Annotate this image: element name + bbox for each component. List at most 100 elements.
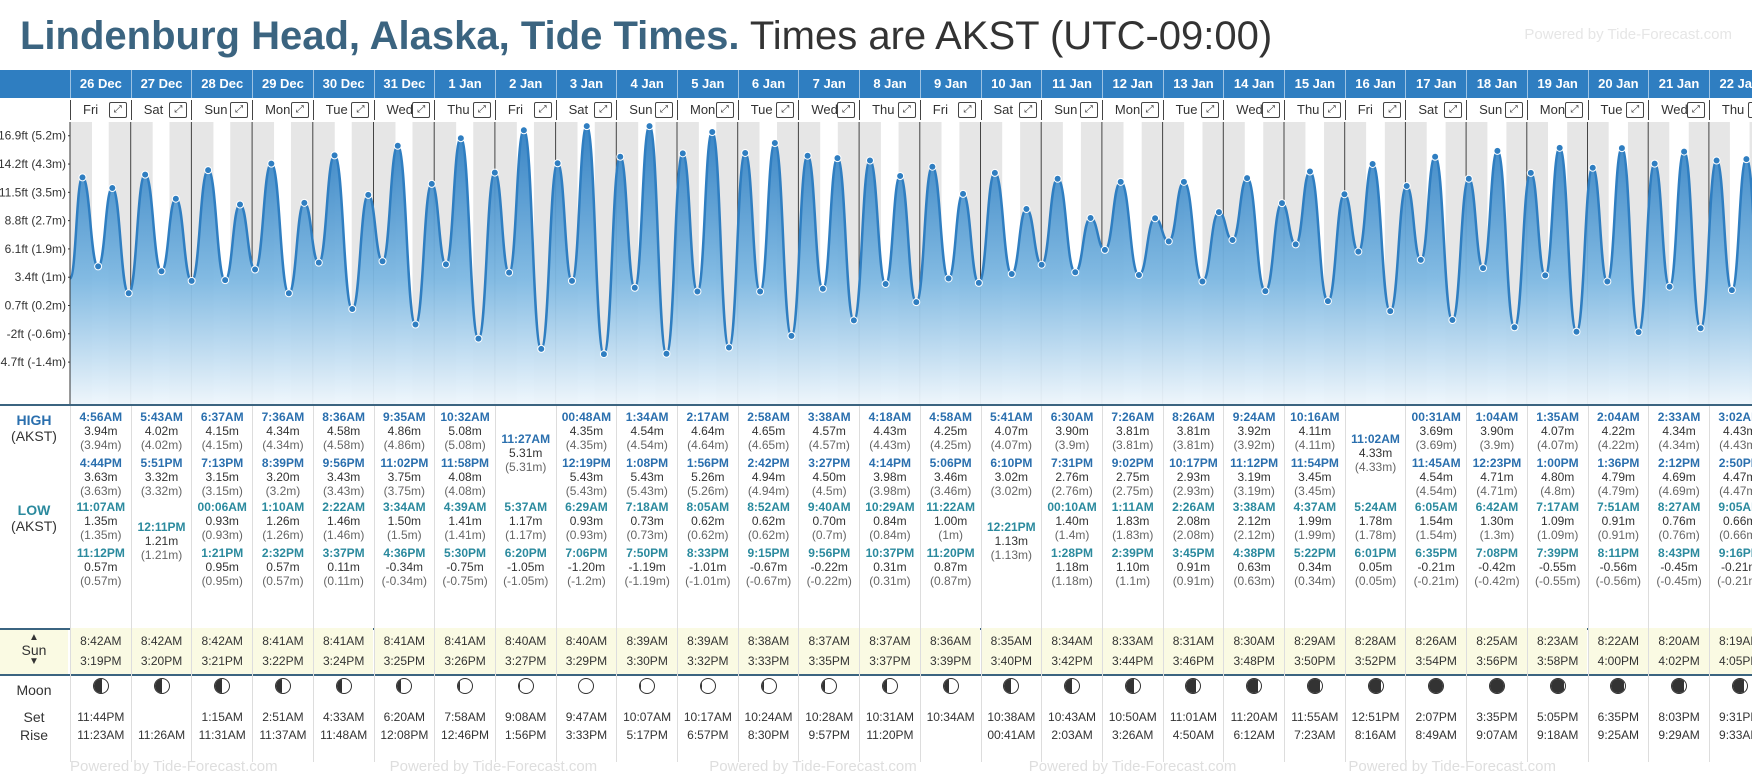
expand-icon[interactable]: ⤢	[108, 102, 127, 118]
tide-point[interactable]	[537, 344, 546, 353]
weekday-cell[interactable]: Tue ⤢	[737, 100, 799, 120]
weekday-cell[interactable]: Mon ⤢	[1101, 100, 1163, 120]
tide-point[interactable]	[818, 284, 827, 293]
tide-point[interactable]	[1100, 245, 1109, 254]
tide-point[interactable]	[204, 166, 213, 175]
expand-icon[interactable]: ⤢	[1504, 102, 1523, 118]
expand-icon[interactable]: ⤢	[351, 102, 370, 118]
expand-icon[interactable]: ⤢	[837, 102, 856, 118]
tide-point[interactable]	[1680, 147, 1689, 156]
tide-point[interactable]	[1712, 156, 1721, 165]
tide-point[interactable]	[267, 159, 276, 168]
expand-icon[interactable]: ⤢	[1261, 102, 1280, 118]
tide-point[interactable]	[959, 189, 968, 198]
tide-point[interactable]	[1007, 269, 1016, 278]
tide-point[interactable]	[567, 276, 576, 285]
tide-point[interactable]	[678, 149, 687, 158]
tide-point[interactable]	[833, 154, 842, 163]
weekday-cell[interactable]: Sat ⤢	[555, 100, 617, 120]
tide-point[interactable]	[1634, 328, 1643, 337]
tide-point[interactable]	[1198, 277, 1207, 286]
weekday-cell[interactable]: Wed ⤢	[798, 100, 859, 120]
expand-icon[interactable]: ⤢	[412, 102, 431, 118]
tide-point[interactable]	[630, 283, 639, 292]
tide-point[interactable]	[393, 141, 402, 150]
tide-point[interactable]	[944, 274, 953, 283]
expand-icon[interactable]: ⤢	[169, 102, 188, 118]
expand-icon[interactable]: ⤢	[1747, 102, 1752, 118]
weekday-cell[interactable]: Sat ⤢	[980, 100, 1042, 120]
tide-point[interactable]	[1243, 174, 1252, 183]
tide-point[interactable]	[787, 331, 796, 340]
expand-icon[interactable]: ⤢	[1565, 102, 1584, 118]
tide-point[interactable]	[803, 151, 812, 160]
tide-point[interactable]	[1665, 282, 1674, 291]
weekday-cell[interactable]: Fri ⤢	[70, 100, 131, 120]
tide-point[interactable]	[1696, 324, 1705, 333]
tide-point[interactable]	[741, 148, 750, 157]
tide-point[interactable]	[1277, 199, 1286, 208]
tide-point[interactable]	[662, 349, 671, 358]
tide-point[interactable]	[1603, 277, 1612, 286]
tide-point[interactable]	[693, 287, 702, 296]
tide-point[interactable]	[411, 320, 420, 329]
tide-point[interactable]	[1479, 264, 1488, 273]
tide-point[interactable]	[505, 268, 514, 277]
expand-icon[interactable]: ⤢	[1322, 102, 1341, 118]
tide-point[interactable]	[284, 289, 293, 298]
tide-point[interactable]	[990, 168, 999, 177]
weekday-cell[interactable]: Tue ⤢	[1162, 100, 1224, 120]
tide-point[interactable]	[1386, 307, 1395, 316]
expand-icon[interactable]: ⤢	[1140, 102, 1159, 118]
tide-point[interactable]	[1086, 213, 1095, 222]
weekday-cell[interactable]: Wed ⤢	[1648, 100, 1709, 120]
tide-point[interactable]	[236, 200, 245, 209]
tide-point[interactable]	[519, 126, 528, 135]
expand-icon[interactable]: ⤢	[230, 102, 249, 118]
tide-point[interactable]	[1305, 167, 1314, 176]
tide-point[interactable]	[221, 276, 230, 285]
tide-point[interactable]	[1071, 268, 1080, 277]
tide-point[interactable]	[378, 257, 387, 266]
tide-point[interactable]	[1368, 159, 1377, 168]
tide-point[interactable]	[456, 134, 465, 143]
tide-point[interactable]	[1053, 174, 1062, 183]
expand-icon[interactable]: ⤢	[958, 102, 977, 118]
expand-icon[interactable]: ⤢	[1626, 102, 1645, 118]
tide-point[interactable]	[1022, 205, 1031, 214]
tide-point[interactable]	[490, 168, 499, 177]
tide-point[interactable]	[582, 122, 591, 131]
weekday-cell[interactable]: Tue ⤢	[1587, 100, 1649, 120]
tide-point[interactable]	[124, 289, 133, 298]
expand-icon[interactable]: ⤢	[594, 102, 613, 118]
tide-point[interactable]	[1134, 271, 1143, 280]
tide-point[interactable]	[1151, 214, 1160, 223]
tide-point[interactable]	[1323, 297, 1332, 306]
tide-point[interactable]	[1116, 177, 1125, 186]
weekday-cell[interactable]: Sun ⤢	[1041, 100, 1102, 120]
tide-point[interactable]	[251, 265, 260, 274]
tide-point[interactable]	[1179, 177, 1188, 186]
expand-icon[interactable]: ⤢	[1383, 102, 1402, 118]
tide-point[interactable]	[928, 162, 937, 171]
weekday-cell[interactable]: Fri ⤢	[494, 100, 556, 120]
tide-point[interactable]	[1510, 323, 1519, 332]
weekday-cell[interactable]: Mon ⤢	[1526, 100, 1588, 120]
weekday-cell[interactable]: Wed ⤢	[373, 100, 435, 120]
tide-point[interactable]	[1555, 143, 1564, 152]
tide-point[interactable]	[912, 298, 921, 307]
expand-icon[interactable]: ⤢	[1079, 102, 1098, 118]
weekday-cell[interactable]: Fri ⤢	[1344, 100, 1406, 120]
tide-point[interactable]	[187, 276, 196, 285]
tide-point[interactable]	[1037, 260, 1046, 269]
tide-point[interactable]	[441, 260, 450, 269]
tide-point[interactable]	[1464, 174, 1473, 183]
weekday-cell[interactable]: Thu⤢	[434, 100, 495, 120]
tide-point[interactable]	[1416, 255, 1425, 264]
tide-point[interactable]	[1493, 146, 1502, 155]
tide-point[interactable]	[141, 170, 150, 179]
weekday-cell[interactable]: Tue ⤢	[312, 100, 374, 120]
expand-icon[interactable]: ⤢	[1201, 102, 1220, 118]
tide-point[interactable]	[881, 279, 890, 288]
tide-point[interactable]	[330, 151, 339, 160]
